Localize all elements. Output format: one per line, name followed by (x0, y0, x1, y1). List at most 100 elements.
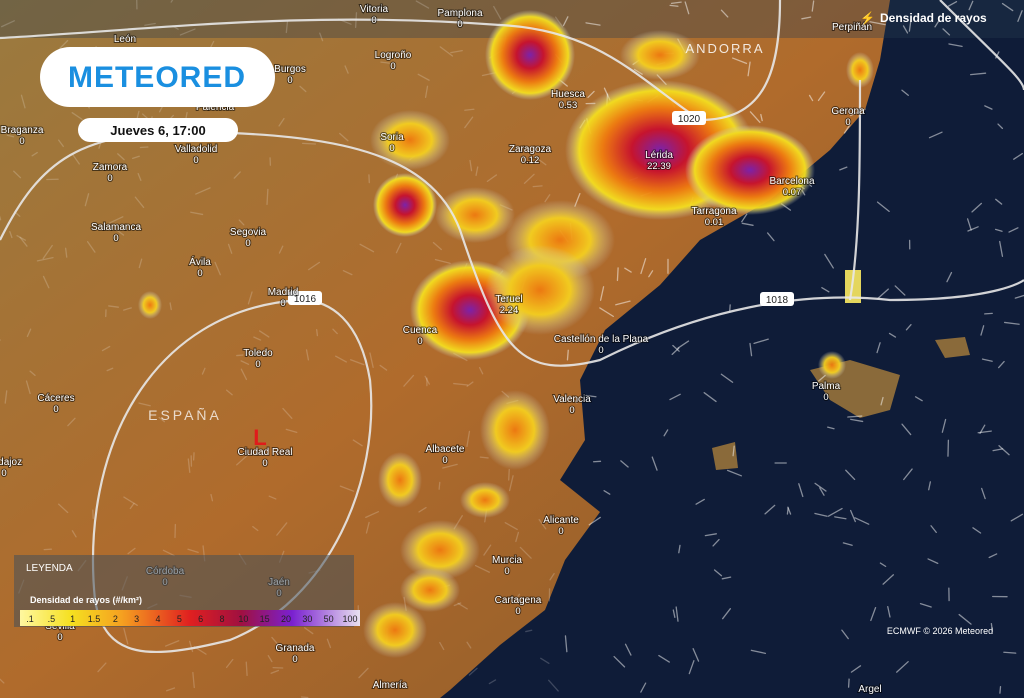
legend-scale (20, 610, 360, 626)
wind-streak (845, 469, 856, 481)
wind-streak (0, 678, 5, 684)
wind-streak (894, 285, 906, 296)
wind-streak (285, 428, 298, 434)
wind-streak (305, 349, 310, 361)
wind-streak (1017, 10, 1023, 22)
city-name: Albacete (426, 444, 465, 455)
city-value: 22.39 (647, 161, 671, 172)
city-value: 0 (193, 155, 198, 166)
city-name: Palma (812, 381, 841, 392)
wind-streak (946, 271, 953, 283)
wind-streak (564, 635, 568, 653)
wind-streak (749, 111, 761, 124)
city-value: 0.01 (705, 217, 724, 228)
wind-streak (0, 215, 2, 221)
legend-title: LEYENDA (26, 563, 73, 574)
city-name: Ciudad Real (237, 447, 292, 458)
wind-streak (814, 512, 828, 517)
wind-streak (380, 61, 390, 64)
legend-tick: 15 (260, 614, 270, 624)
wind-streak (704, 533, 717, 537)
wind-streak (508, 475, 514, 492)
legend-ticks: .1 .5 1 1.5 2 3 4 5 6 8 10 15 20 30 50 100 (26, 614, 357, 624)
wind-streak (1013, 152, 1023, 160)
wind-streak (670, 1, 682, 5)
wind-streak (72, 154, 80, 165)
wind-streak (282, 407, 293, 419)
wind-streak (880, 396, 884, 406)
wind-streak (464, 108, 475, 111)
city-value: 0 (442, 455, 447, 466)
wind-streak (624, 267, 632, 273)
wind-streak (162, 549, 175, 557)
wind-streak (42, 275, 50, 289)
wind-streak (934, 19, 940, 28)
wind-streak (439, 46, 454, 57)
wind-streak (403, 374, 415, 387)
bolt-icon: ⚡ (860, 11, 875, 25)
wind-streak (442, 463, 458, 469)
wind-streak (225, 389, 233, 396)
wind-streak (488, 679, 497, 685)
wind-streak (888, 332, 897, 338)
wind-streak (648, 270, 654, 278)
legend-tick: 20 (281, 614, 291, 624)
wind-streak (967, 226, 979, 232)
wind-streak (970, 72, 987, 76)
wind-streak (29, 370, 36, 376)
wind-streak (138, 258, 143, 269)
wind-streak (827, 507, 843, 517)
legend-tick: 30 (302, 614, 312, 624)
wind-streak (185, 111, 188, 120)
wind-streak (901, 89, 909, 96)
wind-streak (669, 393, 681, 401)
wind-streak (599, 286, 605, 301)
legend-tick: 1.5 (88, 614, 101, 624)
wind-streak (703, 392, 717, 403)
wind-streak (179, 28, 196, 36)
city-name: Teruel (495, 294, 522, 305)
wind-streak (278, 245, 284, 254)
wind-streak (997, 123, 1004, 130)
wind-streak (914, 396, 923, 402)
city-value: 0.53 (559, 100, 578, 111)
wind-streak (137, 172, 142, 181)
wind-streak (316, 328, 319, 337)
wind-streak (359, 243, 375, 253)
city-value: 0 (287, 75, 292, 86)
city-value: 0 (292, 654, 297, 665)
date: Jueves 6, 17:00 (110, 123, 205, 138)
wind-streak (6, 134, 15, 138)
legend-tick: .1 (26, 614, 34, 624)
wind-streak (71, 530, 77, 538)
city-value: 0 (823, 392, 828, 403)
isobar-label: 1016 (294, 294, 317, 305)
wind-streak (58, 139, 64, 148)
wind-streak (417, 73, 430, 81)
wind-streak (165, 640, 180, 647)
wind-streak (827, 426, 835, 430)
wind-streak (842, 542, 853, 546)
wind-streak (395, 242, 402, 254)
city-name: León (114, 34, 136, 45)
legend-tick: 100 (342, 614, 357, 624)
city-name: Burgos (274, 64, 306, 75)
wind-streak (144, 22, 156, 26)
wind-streak (843, 123, 851, 134)
wind-streak (713, 569, 723, 577)
city-name: Lérida (645, 150, 673, 161)
city-name: Logroño (375, 50, 412, 61)
wind-streak (236, 453, 249, 466)
wind-streak (424, 375, 430, 385)
wind-streak (474, 564, 490, 573)
wind-streak (1004, 321, 1020, 325)
wind-streak (276, 522, 288, 536)
city-value: 0 (19, 136, 24, 147)
wind-streak (849, 108, 866, 117)
wind-streak (999, 240, 1004, 257)
city-name: Salamanca (91, 222, 141, 233)
wind-streak (998, 360, 1005, 369)
city-value: 0 (245, 238, 250, 249)
wind-streak (358, 667, 369, 679)
